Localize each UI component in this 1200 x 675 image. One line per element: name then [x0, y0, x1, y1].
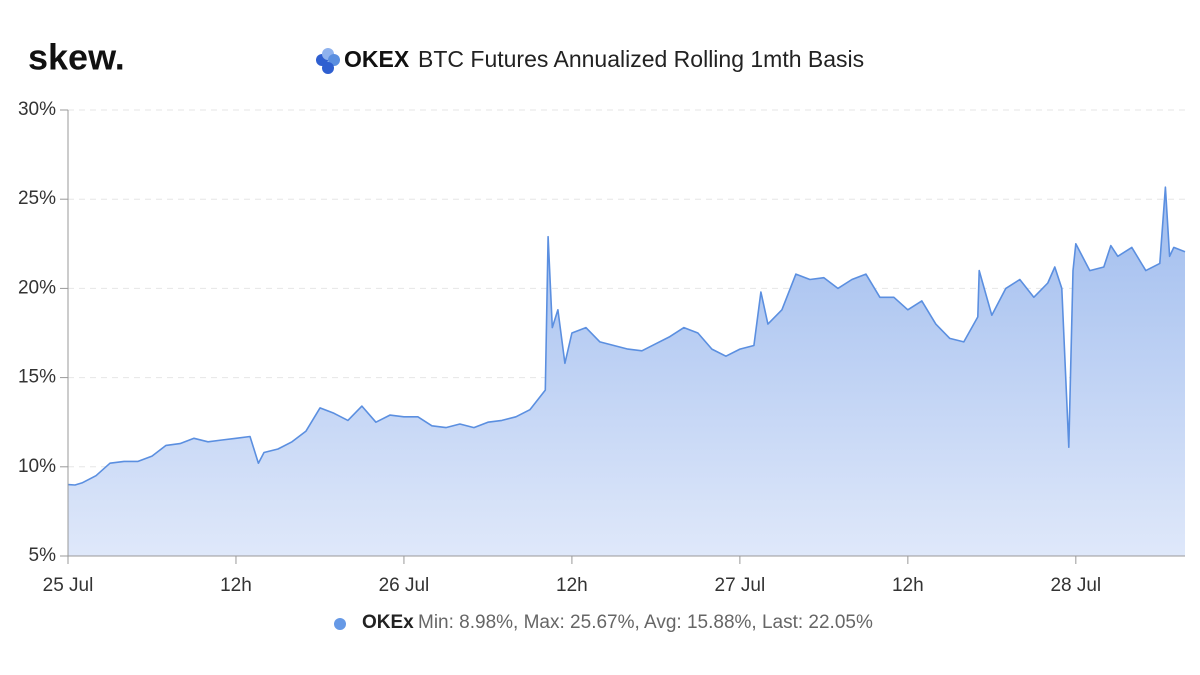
x-tick-label: 12h: [892, 575, 924, 596]
x-tick-label: 12h: [220, 575, 252, 596]
title-icon: [316, 48, 340, 74]
chart-title: BTC Futures Annualized Rolling 1mth Basi…: [418, 46, 864, 72]
brand: skew.: [28, 37, 125, 78]
x-tick-label: 28 Jul: [1050, 575, 1101, 596]
y-tick-label: 20%: [18, 277, 56, 298]
title-logo: OKEX: [344, 46, 410, 72]
x-tick-label: 25 Jul: [43, 575, 94, 596]
x-tick-label: 27 Jul: [715, 575, 766, 596]
y-tick-label: 10%: [18, 456, 56, 477]
legend-stats: Min: 8.98%, Max: 25.67%, Avg: 15.88%, La…: [418, 612, 873, 633]
area: [68, 187, 1185, 556]
line: [67, 186, 1186, 486]
x-tick-label: 26 Jul: [379, 575, 430, 596]
legend-marker: [334, 618, 346, 630]
y-tick-label: 15%: [18, 367, 56, 388]
legend-name: OKEx: [362, 612, 414, 633]
y-tick-label: 30%: [18, 99, 56, 120]
y-tick-label: 25%: [18, 188, 56, 209]
y-tick-label: 5%: [29, 545, 57, 566]
x-tick-label: 12h: [556, 575, 588, 596]
